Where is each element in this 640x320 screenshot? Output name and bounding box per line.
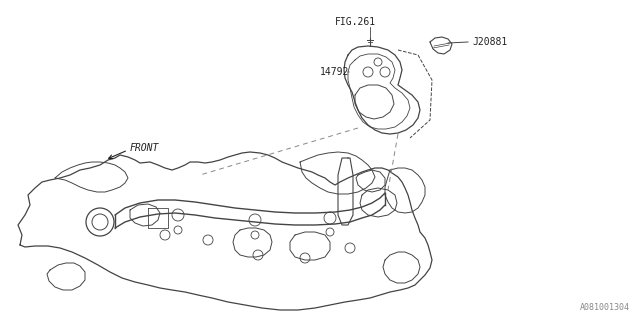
Text: A081001304: A081001304 [580,303,630,313]
Text: 14792: 14792 [320,67,349,77]
Text: FIG.261: FIG.261 [335,17,376,27]
Text: FRONT: FRONT [130,143,159,153]
Text: J20881: J20881 [472,37,508,47]
